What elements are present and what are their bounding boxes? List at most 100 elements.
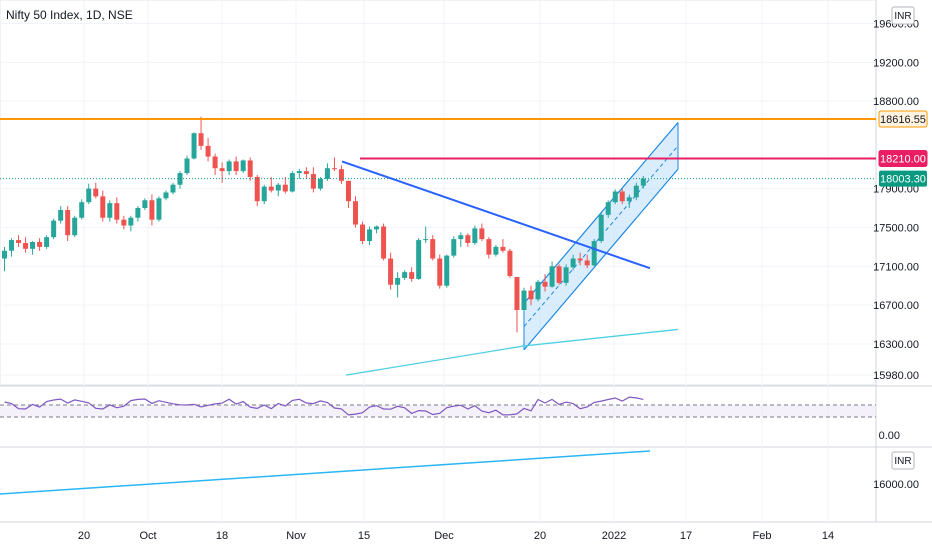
candle-body [493,246,499,255]
time-tick-label: Oct [139,530,156,542]
time-tick-label: Feb [753,530,772,542]
trendline-group[interactable] [341,160,651,270]
candle-body [381,226,387,259]
chart-title: Nifty 50 Index, 1D, NSE [6,8,133,22]
ema-line [345,328,679,376]
candle-body [472,228,478,243]
candle-body [507,250,513,277]
candle-body [535,281,541,300]
candle-body [282,184,288,192]
candle-body [51,220,57,238]
candle-body [479,228,485,240]
candle-body [437,258,443,286]
currency-badge-lower [891,451,915,470]
candle-body [584,260,590,266]
candle-body [556,266,562,283]
channel-mid-line [523,145,679,327]
candle-body [23,242,29,249]
channel-lower-line [523,168,679,351]
candle-body [128,217,134,226]
candle-body [58,209,64,221]
candle-body [500,246,506,251]
candle-body [353,201,358,225]
candle-body [86,188,92,203]
candle-body [409,272,415,279]
lower-pane-line [0,450,651,495]
candle-body [317,178,323,189]
candle-body [626,197,632,202]
last-price-label: 18003.30 [880,174,926,186]
candle-body [338,169,344,181]
rsi-pane [0,396,876,418]
currency-label-lower: INR [894,456,911,467]
grid [0,0,932,523]
candle-body [163,192,169,199]
candle-body [570,258,576,268]
time-tick-label: Nov [286,530,306,542]
time-tick-label: 17 [680,530,692,542]
candle-body [303,171,309,175]
candle-body [30,242,36,249]
candle-body [605,202,611,215]
price-tick-label: 16700.00 [873,300,919,312]
candle-body [324,168,330,179]
candle-body [72,217,78,236]
candle-body [170,184,176,193]
price-axis[interactable]: 19600.0019200.0018800.0017900.0017500.00… [873,6,928,491]
time-axis[interactable]: 20 Oct 18 Nov 15 Dec 20 2022 17 Feb 14 [78,530,834,542]
candle-body [156,198,162,220]
candle-body [100,196,106,218]
last-price-tag [879,170,927,187]
level-tag [878,149,928,167]
price-tick-label: 19200.00 [873,57,919,69]
candle-body [296,171,302,174]
horizontal-levels[interactable] [0,118,876,180]
rsi-band [0,405,876,417]
lower-pane [0,450,651,495]
candle-body [458,235,464,240]
price-tick-label: 16300.00 [873,339,919,351]
candle-body [79,202,85,218]
candle-body [388,258,394,285]
candle-body [275,184,281,191]
rsi-axis-label: 0.00 [879,430,900,442]
price-tick-label: 18800.00 [873,96,919,108]
candle-body [633,185,639,198]
candle-body [219,168,225,172]
candle-body [549,266,555,287]
candle-body [149,200,155,220]
candle-body [212,156,218,169]
candle-body [360,224,366,242]
candle-body [521,290,527,311]
currency-label: INR [894,11,911,22]
lower-axis-label: 16000.00 [873,479,919,491]
ema-path [345,328,679,376]
time-tick-label: 14 [822,530,834,542]
candle-body [191,133,197,159]
candle-body [598,214,604,242]
candle-body [261,186,267,202]
time-tick-label: 15 [358,530,370,542]
time-tick-label: 20 [78,530,90,542]
candle-body [542,281,548,287]
candle-body [310,174,316,189]
candle-body [289,173,295,192]
candle-body [65,209,71,236]
candle-body [528,290,534,300]
candle-body [247,160,253,177]
candle-body [37,242,43,247]
candle-body [430,239,436,259]
candle-body [331,168,337,170]
price-tick-label: 17500.00 [873,222,919,234]
candle-body [444,255,450,286]
candle-body [374,226,380,230]
currency-badge [891,6,915,25]
candle-body [640,178,646,186]
candle-body [226,161,232,172]
candle-body [135,208,141,218]
trendline [341,160,651,270]
candle-body [240,160,246,172]
candle-body [486,239,492,255]
time-tick-label: 18 [216,530,228,542]
